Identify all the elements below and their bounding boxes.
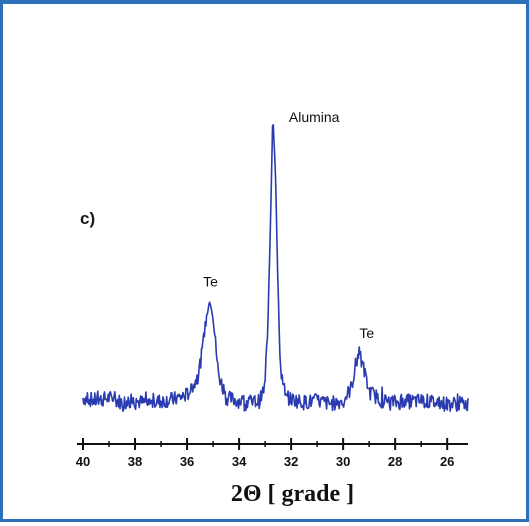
peak-label-2: Te bbox=[359, 325, 374, 341]
x-tick-label-26: 26 bbox=[440, 454, 454, 469]
x-tick-label-34: 34 bbox=[232, 454, 247, 469]
xrd-chart: 40 38 36 34 32 30 28 26 Te Alumina Te bbox=[76, 109, 469, 469]
xrd-pattern-line bbox=[82, 124, 469, 412]
x-tick-label-38: 38 bbox=[128, 454, 142, 469]
peak-label-1: Alumina bbox=[289, 109, 340, 125]
x-tick-label-32: 32 bbox=[284, 454, 298, 469]
x-tick-label-36: 36 bbox=[180, 454, 194, 469]
peak-label-0: Te bbox=[203, 273, 218, 289]
x-tick-label-40: 40 bbox=[76, 454, 90, 469]
x-axis-label: 2Θ [ grade ] bbox=[230, 481, 355, 507]
x-tick-label-30: 30 bbox=[336, 454, 350, 469]
x-tick-label-28: 28 bbox=[388, 454, 402, 469]
panel-label: c) bbox=[80, 209, 96, 228]
